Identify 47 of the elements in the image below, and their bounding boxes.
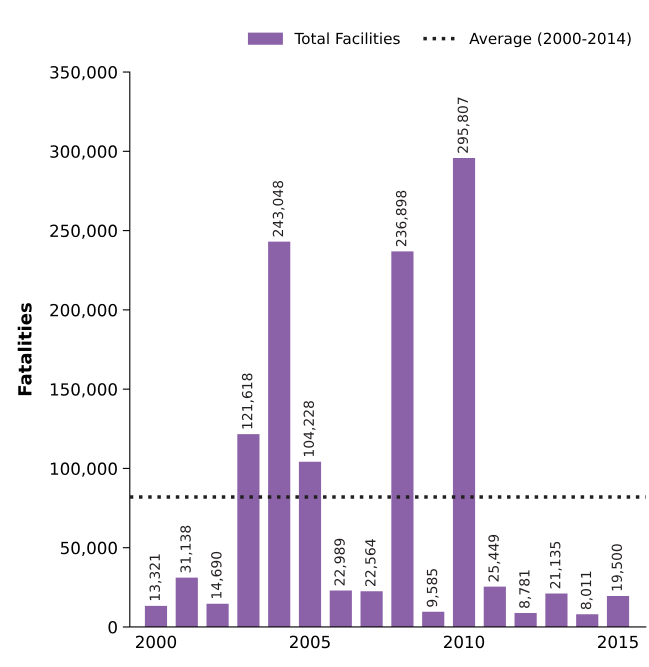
data-label: 8,011 (580, 572, 593, 610)
bar (360, 591, 383, 627)
bar (576, 614, 598, 627)
data-label: 9,585 (426, 569, 439, 607)
data-label: 104,228 (304, 401, 316, 456)
data-label: 21,135 (550, 542, 562, 588)
x-tick-label: 2000 (136, 636, 176, 648)
data-label: 25,449 (488, 534, 500, 582)
y-tick-label: 250,000 (50, 224, 117, 239)
bar (545, 593, 568, 627)
data-label: 295,807 (458, 98, 470, 153)
data-label: 13,321 (150, 554, 162, 600)
y-tick-label: 150,000 (50, 383, 117, 398)
bar (606, 596, 630, 627)
bar (422, 612, 444, 627)
data-label: 8,781 (519, 570, 532, 608)
bar (484, 586, 506, 627)
bar (206, 604, 229, 627)
data-label: 22,989 (334, 538, 346, 586)
bar (176, 578, 198, 627)
x-tick-label: 2005 (290, 636, 330, 648)
bar (268, 242, 290, 627)
bar (452, 158, 476, 627)
bar (298, 462, 322, 627)
y-tick-label: 50,000 (60, 542, 117, 556)
y-axis-title: Fatalities (18, 303, 32, 396)
legend-label: Average (2000-2014) (469, 32, 631, 48)
y-tick-label: 200,000 (50, 304, 117, 318)
data-label: 31,138 (180, 526, 192, 572)
data-label: 22,564 (365, 539, 378, 586)
bar (144, 606, 168, 627)
y-tick-label: 0 (108, 620, 117, 634)
x-tick-label: 2010 (444, 636, 484, 648)
y-tick-label: 350,000 (50, 66, 117, 80)
legend-label: Total Facilities (294, 32, 400, 44)
y-tick-label: 100,000 (50, 462, 117, 477)
data-label: 14,690 (211, 552, 224, 598)
data-label: 19,500 (612, 544, 624, 590)
data-label: 121,618 (242, 374, 254, 428)
bar (237, 434, 260, 627)
bar (514, 613, 537, 627)
data-label: 243,048 (272, 180, 285, 236)
data-label: 236,898 (396, 190, 408, 246)
y-tick-label: 300,000 (50, 145, 117, 160)
bar (391, 251, 414, 627)
bar (330, 590, 352, 627)
x-tick-label: 2015 (598, 636, 638, 648)
